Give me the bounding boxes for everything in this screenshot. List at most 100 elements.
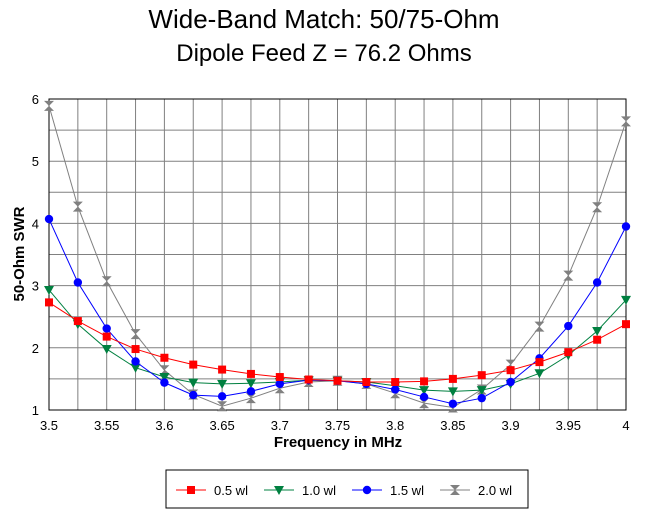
data-point: [563, 270, 574, 281]
data-point: [534, 321, 545, 332]
series-0-5-wl: [45, 298, 630, 387]
data-point: [592, 327, 603, 337]
data-point: [44, 214, 54, 224]
data-point: [159, 365, 170, 376]
data-point: [564, 321, 573, 331]
data-point: [73, 317, 82, 326]
data-point: [621, 222, 631, 231]
y-tick-label: 6: [32, 92, 39, 107]
data-point: [362, 378, 371, 387]
y-tick-label: 5: [32, 154, 39, 169]
data-point: [535, 358, 544, 367]
data-point: [391, 385, 400, 394]
x-tick-label: 3.6: [155, 418, 173, 433]
data-point: [275, 373, 284, 382]
data-point: [102, 324, 111, 333]
x-tick-label: 3.5: [40, 418, 58, 433]
data-point: [362, 485, 372, 495]
data-point: [564, 348, 573, 357]
x-tick-label: 3.8: [386, 418, 404, 433]
data-point: [189, 390, 198, 400]
legend: 0.5 wl 1.0 wl 1.5 wl 2.0 wl: [176, 483, 512, 498]
data-point: [621, 116, 631, 127]
data-point: [217, 392, 227, 401]
x-tick-label: 3.85: [440, 418, 465, 433]
data-point: [45, 298, 53, 307]
data-point: [245, 393, 256, 404]
data-point: [160, 378, 169, 387]
data-point: [448, 374, 457, 383]
x-tick-label: 3.7: [271, 418, 289, 433]
data-point: [333, 376, 342, 385]
x-tick-label: 4: [622, 418, 629, 433]
data-point: [476, 386, 487, 396]
chart-title: Wide-Band Match: 50/75-Ohm: [148, 4, 499, 34]
legend-label: 1.0 wl: [302, 483, 336, 498]
data-point: [217, 379, 228, 389]
data-point: [274, 486, 284, 495]
x-tick-label: 3.55: [94, 418, 119, 433]
data-point: [275, 379, 284, 389]
data-point: [131, 345, 140, 354]
y-tick-label: 2: [32, 341, 39, 356]
series-layer: [44, 100, 631, 413]
legend-label: 2.0 wl: [478, 483, 512, 498]
y-tick-label: 3: [32, 279, 39, 294]
data-point: [391, 378, 400, 387]
x-tick-label: 3.65: [209, 418, 234, 433]
legend-entry: 1.5 wl: [352, 483, 424, 498]
data-point: [592, 202, 603, 213]
data-point: [534, 369, 545, 379]
data-point: [592, 278, 602, 287]
data-point: [304, 375, 313, 384]
data-point: [477, 371, 486, 380]
data-point: [73, 278, 83, 287]
data-point: [72, 201, 83, 212]
y-axis-label: 50-Ohm SWR: [11, 206, 28, 301]
data-point: [218, 365, 227, 374]
data-point: [420, 377, 429, 386]
data-point: [160, 353, 169, 362]
data-point: [506, 366, 515, 375]
legend-entry: 1.0 wl: [264, 483, 336, 498]
data-point: [622, 320, 630, 329]
data-point: [159, 373, 170, 383]
data-point: [593, 335, 602, 344]
data-point: [450, 485, 460, 495]
x-axis-label: Frequency in MHz: [274, 434, 402, 451]
data-point: [217, 401, 228, 412]
data-point: [447, 387, 458, 397]
legend-box: [165, 469, 529, 509]
data-point: [187, 486, 195, 494]
chart-subtitle: Dipole Feed Z = 76.2 Ohms: [176, 40, 471, 67]
y-tick-label: 1: [32, 403, 39, 418]
y-tick-label: 4: [32, 216, 39, 231]
data-point: [419, 392, 429, 402]
legend-label: 1.5 wl: [390, 483, 424, 498]
data-point: [189, 360, 198, 369]
plot-area: [48, 98, 627, 411]
data-point: [101, 345, 112, 355]
legend-label: 0.5 wl: [214, 483, 248, 498]
data-point: [130, 363, 141, 373]
data-point: [246, 387, 256, 396]
x-tick-label: 3.95: [556, 418, 581, 433]
data-point: [448, 399, 458, 408]
data-point: [131, 357, 140, 366]
legend-entry: 2.0 wl: [440, 483, 512, 498]
data-point: [506, 377, 515, 387]
data-point: [102, 332, 111, 341]
data-point: [44, 285, 54, 295]
data-point: [130, 329, 141, 340]
data-point: [621, 295, 631, 305]
x-tick-label: 3.9: [502, 418, 520, 433]
x-tick-label: 3.75: [325, 418, 350, 433]
data-point: [246, 369, 255, 378]
data-point: [477, 393, 486, 403]
data-point: [101, 276, 112, 287]
data-point: [188, 378, 199, 388]
tick-labels: 3.5 3.55 3.6 3.65 3.7 3.75 3.8 3.85 3.9 3.95 4 1 2 3 4…: [32, 92, 630, 433]
legend-entry: 0.5 wl: [176, 483, 248, 498]
data-point: [44, 100, 54, 111]
